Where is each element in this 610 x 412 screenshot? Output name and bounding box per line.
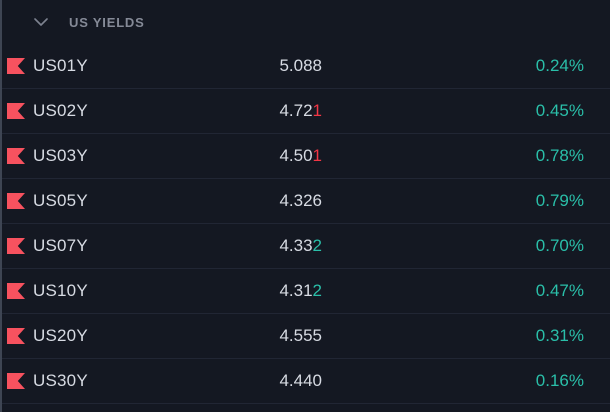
symbol-label: US03Y [33,146,88,165]
symbol-label: US02Y [33,101,88,120]
last-price: 4.326 [279,191,322,210]
table-row[interactable]: US07Y 4.332 0.70% [2,224,610,269]
table-row[interactable]: US02Y 4.721 0.45% [2,89,610,134]
last-price: 4.332 [279,236,322,255]
flag-icon[interactable] [7,148,25,164]
last-price: 4.555 [279,326,322,345]
symbol-label: US20Y [33,326,88,345]
flag-icon[interactable] [7,328,25,344]
flag-icon[interactable] [7,283,25,299]
symbol-label: US30Y [33,371,88,390]
change-percent: 0.31% [535,326,584,345]
chevron-down-icon[interactable] [34,18,48,26]
table-row[interactable]: US30Y 4.440 0.16% [2,359,610,404]
table-row[interactable]: US10Y 4.312 0.47% [2,269,610,314]
symbol-label: US07Y [33,236,88,255]
flag-icon[interactable] [7,58,25,74]
table-row[interactable]: US01Y 5.088 0.24% [2,44,610,89]
group-title: US YIELDS [69,14,145,30]
change-percent: 0.24% [535,56,584,75]
flag-icon[interactable] [7,103,25,119]
last-price: 4.721 [279,101,322,120]
symbol-label: US05Y [33,191,88,210]
last-price: 4.312 [279,281,322,300]
change-percent: 0.47% [535,281,584,300]
table-row[interactable]: US05Y 4.326 0.79% [2,179,610,224]
change-percent: 0.79% [535,191,584,210]
last-price: 4.501 [279,146,322,165]
last-price: 4.440 [279,371,322,390]
last-price: 5.088 [279,56,322,75]
change-percent: 0.70% [535,236,584,255]
table-row[interactable]: US03Y 4.501 0.78% [2,134,610,179]
symbol-label: US10Y [33,281,88,300]
flag-icon[interactable] [7,238,25,254]
flag-icon[interactable] [7,373,25,389]
flag-icon[interactable] [7,193,25,209]
change-percent: 0.16% [535,371,584,390]
table-row[interactable]: US20Y 4.555 0.31% [2,314,610,359]
change-percent: 0.45% [535,101,584,120]
change-percent: 0.78% [535,146,584,165]
watchlist-group-header[interactable]: US YIELDS [2,0,610,44]
symbol-label: US01Y [33,56,88,75]
